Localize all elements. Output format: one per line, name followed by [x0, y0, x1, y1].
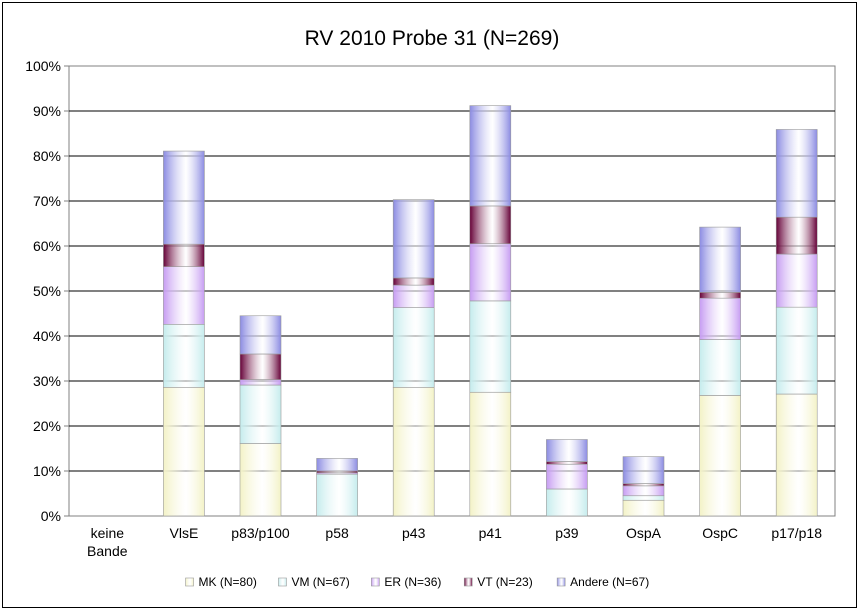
x-tick-label: keine Bande	[87, 525, 128, 559]
legend-item: VT (N=23)	[463, 575, 533, 589]
legend-swatch	[185, 577, 194, 587]
y-tick-label: 30%	[33, 373, 61, 389]
legend-item: MK (N=80)	[185, 575, 257, 589]
y-tick-label: 70%	[33, 193, 61, 209]
bar-segment	[546, 461, 588, 465]
bar-segment	[699, 339, 741, 396]
legend-swatch	[556, 577, 566, 587]
bar-segment	[163, 243, 205, 267]
bar-segment	[775, 393, 818, 517]
bar-segment	[699, 395, 741, 517]
y-tick-label: 100%	[25, 58, 61, 74]
x-tick-label: p83/p100	[231, 525, 290, 541]
legend-item: Andere (N=67)	[556, 575, 649, 589]
bar-segment	[163, 323, 205, 388]
bar-segment	[469, 105, 512, 207]
bar-segment	[622, 495, 665, 501]
legend-swatch	[371, 577, 380, 587]
legend-swatch	[463, 577, 473, 587]
legend-item: VM (N=67)	[278, 575, 350, 589]
bar-segment	[699, 226, 741, 293]
legend-item: ER (N=36)	[371, 575, 441, 589]
x-tick-label: p17/p18	[771, 525, 822, 541]
legend-label: MK (N=80)	[199, 575, 257, 589]
y-tick-label: 10%	[33, 463, 61, 479]
bar-segment	[469, 300, 512, 393]
y-tick-label: 60%	[33, 238, 61, 254]
bar-segment	[546, 488, 588, 517]
y-tick-label: 20%	[33, 418, 61, 434]
bar-segment	[316, 473, 358, 517]
legend: MK (N=80) VM (N=67) ER (N=36) VT (N=23) Ande…	[185, 575, 649, 589]
x-tick-label: OspA	[626, 525, 662, 541]
bar-segment	[775, 216, 818, 255]
bar-segment	[163, 150, 205, 245]
y-tick-label: 80%	[33, 148, 61, 164]
bar-segment	[163, 386, 205, 517]
bar-segment	[546, 463, 588, 490]
y-tick-label: 90%	[33, 103, 61, 119]
x-tick-label: p39	[555, 525, 579, 541]
bar-segment	[775, 129, 818, 218]
bar-segment	[392, 386, 435, 517]
bar-segment	[699, 292, 741, 299]
bar-segment	[239, 384, 282, 444]
bar-segment	[239, 315, 282, 355]
legend-label: VM (N=67)	[291, 575, 349, 589]
bar-segment	[622, 485, 665, 497]
x-tick-label: p58	[325, 525, 349, 541]
legend-label: ER (N=36)	[384, 575, 441, 589]
bar-segment	[239, 353, 282, 380]
y-axis-ticks: 0% 10% 20% 30% 40% 50% 60% 70% 80% 90% 100%	[25, 58, 69, 524]
bar-segment	[392, 199, 435, 279]
bar-segment	[163, 266, 205, 325]
y-tick-label: 50%	[33, 283, 61, 299]
bar-segment	[239, 379, 282, 386]
legend-label: Andere (N=67)	[570, 575, 649, 589]
bar-segment	[546, 439, 588, 462]
legend-label: VT (N=23)	[477, 575, 532, 589]
x-tick-label: OspC	[702, 525, 738, 541]
bar-segment	[622, 456, 665, 484]
bar-segment	[392, 307, 435, 388]
x-axis-ticks: keine Bande VlsE p83/p100 p58 p43 p41 p39 OspA Os…	[87, 525, 822, 559]
x-tick-label: p43	[402, 525, 426, 541]
bar-segment	[622, 483, 665, 487]
bar-segment	[392, 277, 435, 286]
bar-segment	[469, 243, 512, 302]
legend-swatch	[278, 577, 287, 587]
bars	[163, 105, 818, 517]
y-tick-label: 0%	[41, 508, 61, 524]
bar-segment	[239, 443, 282, 517]
bar-segment	[392, 284, 435, 308]
bar-segment	[469, 391, 512, 517]
bar-segment	[622, 499, 665, 517]
bar-segment	[699, 297, 741, 340]
bar-segment	[469, 205, 512, 245]
x-tick-label: VlsE	[170, 525, 199, 541]
chart-title: RV 2010 Probe 31 (N=269)	[305, 27, 560, 50]
y-tick-label: 40%	[33, 328, 61, 344]
bar-segment	[775, 253, 818, 308]
x-tick-label: p41	[479, 525, 503, 541]
bar-segment	[316, 458, 358, 472]
bar-segment	[775, 306, 818, 395]
